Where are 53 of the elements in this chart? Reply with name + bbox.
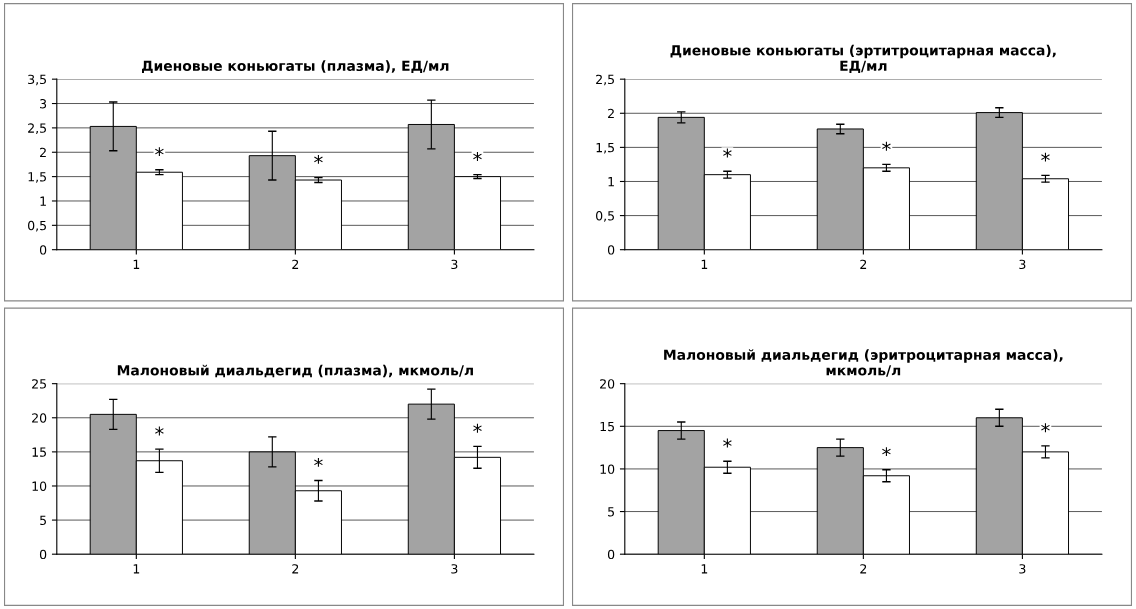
x-tick-label: 2 bbox=[292, 259, 299, 269]
y-tick-label: 10 bbox=[600, 464, 615, 474]
annotation: * bbox=[314, 457, 323, 467]
y-tick-label: 25 bbox=[32, 379, 46, 389]
y-tick-label: 3,5 bbox=[28, 74, 46, 86]
x-tick-label: 1 bbox=[701, 259, 708, 269]
annotation: * bbox=[314, 154, 323, 164]
x-tick-label: 2 bbox=[292, 564, 299, 574]
y-tick-label: 2,5 bbox=[596, 74, 614, 86]
y-tick-label: 1 bbox=[608, 177, 614, 187]
annotation: * bbox=[473, 152, 482, 161]
y-tick-label: 10 bbox=[32, 481, 47, 491]
y-tick-label: 15 bbox=[32, 447, 46, 457]
annotation: * bbox=[473, 423, 482, 433]
y-tick-label: 0 bbox=[607, 245, 615, 255]
y-tick-label: 2,5 bbox=[28, 123, 46, 135]
x-tick-label: 2 bbox=[860, 564, 867, 574]
x-tick-label: 3 bbox=[451, 564, 458, 574]
y-tick-label: 0,5 bbox=[28, 220, 46, 232]
annotation: * bbox=[1041, 152, 1050, 162]
x-tick-label: 1 bbox=[133, 564, 140, 574]
chart-title: Малоновый диальдегид (плазма), мкмоль/л bbox=[117, 364, 473, 378]
y-tick-label: 0 bbox=[607, 549, 615, 560]
y-tick-label: 0 bbox=[39, 549, 47, 560]
x-tick-label: 3 bbox=[451, 259, 458, 270]
x-tick-label: 3 bbox=[1019, 259, 1026, 270]
annotation: * bbox=[882, 447, 891, 457]
y-tick-label: 5 bbox=[608, 507, 614, 517]
y-tick-label: 1,5 bbox=[596, 143, 614, 154]
y-tick-label: 1,5 bbox=[28, 172, 46, 183]
chart-title: Диеновые коньюгаты (плазма), ЕД/мл bbox=[142, 60, 449, 74]
x-tick-label: 3 bbox=[1019, 564, 1026, 574]
y-tick-label: 20 bbox=[32, 413, 47, 423]
annotation: * bbox=[155, 426, 164, 436]
annotation: * bbox=[1041, 423, 1050, 433]
annotation: * bbox=[882, 141, 891, 151]
chart-title: Диеновые коньюгаты (эртитроцитарная масса), ЕД/мл bbox=[670, 44, 1056, 74]
x-tick-label: 1 bbox=[133, 259, 140, 269]
chart-title: Малоновый диальдегид (эритроцитарная масса), мкмоль/л bbox=[664, 349, 1063, 377]
y-tick-label: 3 bbox=[40, 99, 47, 109]
x-tick-label: 2 bbox=[860, 259, 867, 269]
y-tick-label: 5 bbox=[40, 515, 46, 526]
y-tick-label: 15 bbox=[600, 421, 614, 432]
annotation: * bbox=[723, 438, 732, 448]
y-tick-label: 2 bbox=[608, 108, 614, 119]
y-tick-label: 2 bbox=[40, 147, 46, 157]
y-tick-label: 0 bbox=[39, 245, 47, 255]
y-tick-label: 0,5 bbox=[596, 211, 614, 222]
y-tick-label: 20 bbox=[600, 379, 615, 389]
annotation: * bbox=[723, 148, 732, 158]
annotation: * bbox=[155, 147, 164, 157]
x-tick-label: 1 bbox=[701, 564, 708, 574]
y-tick-label: 1 bbox=[40, 196, 46, 206]
